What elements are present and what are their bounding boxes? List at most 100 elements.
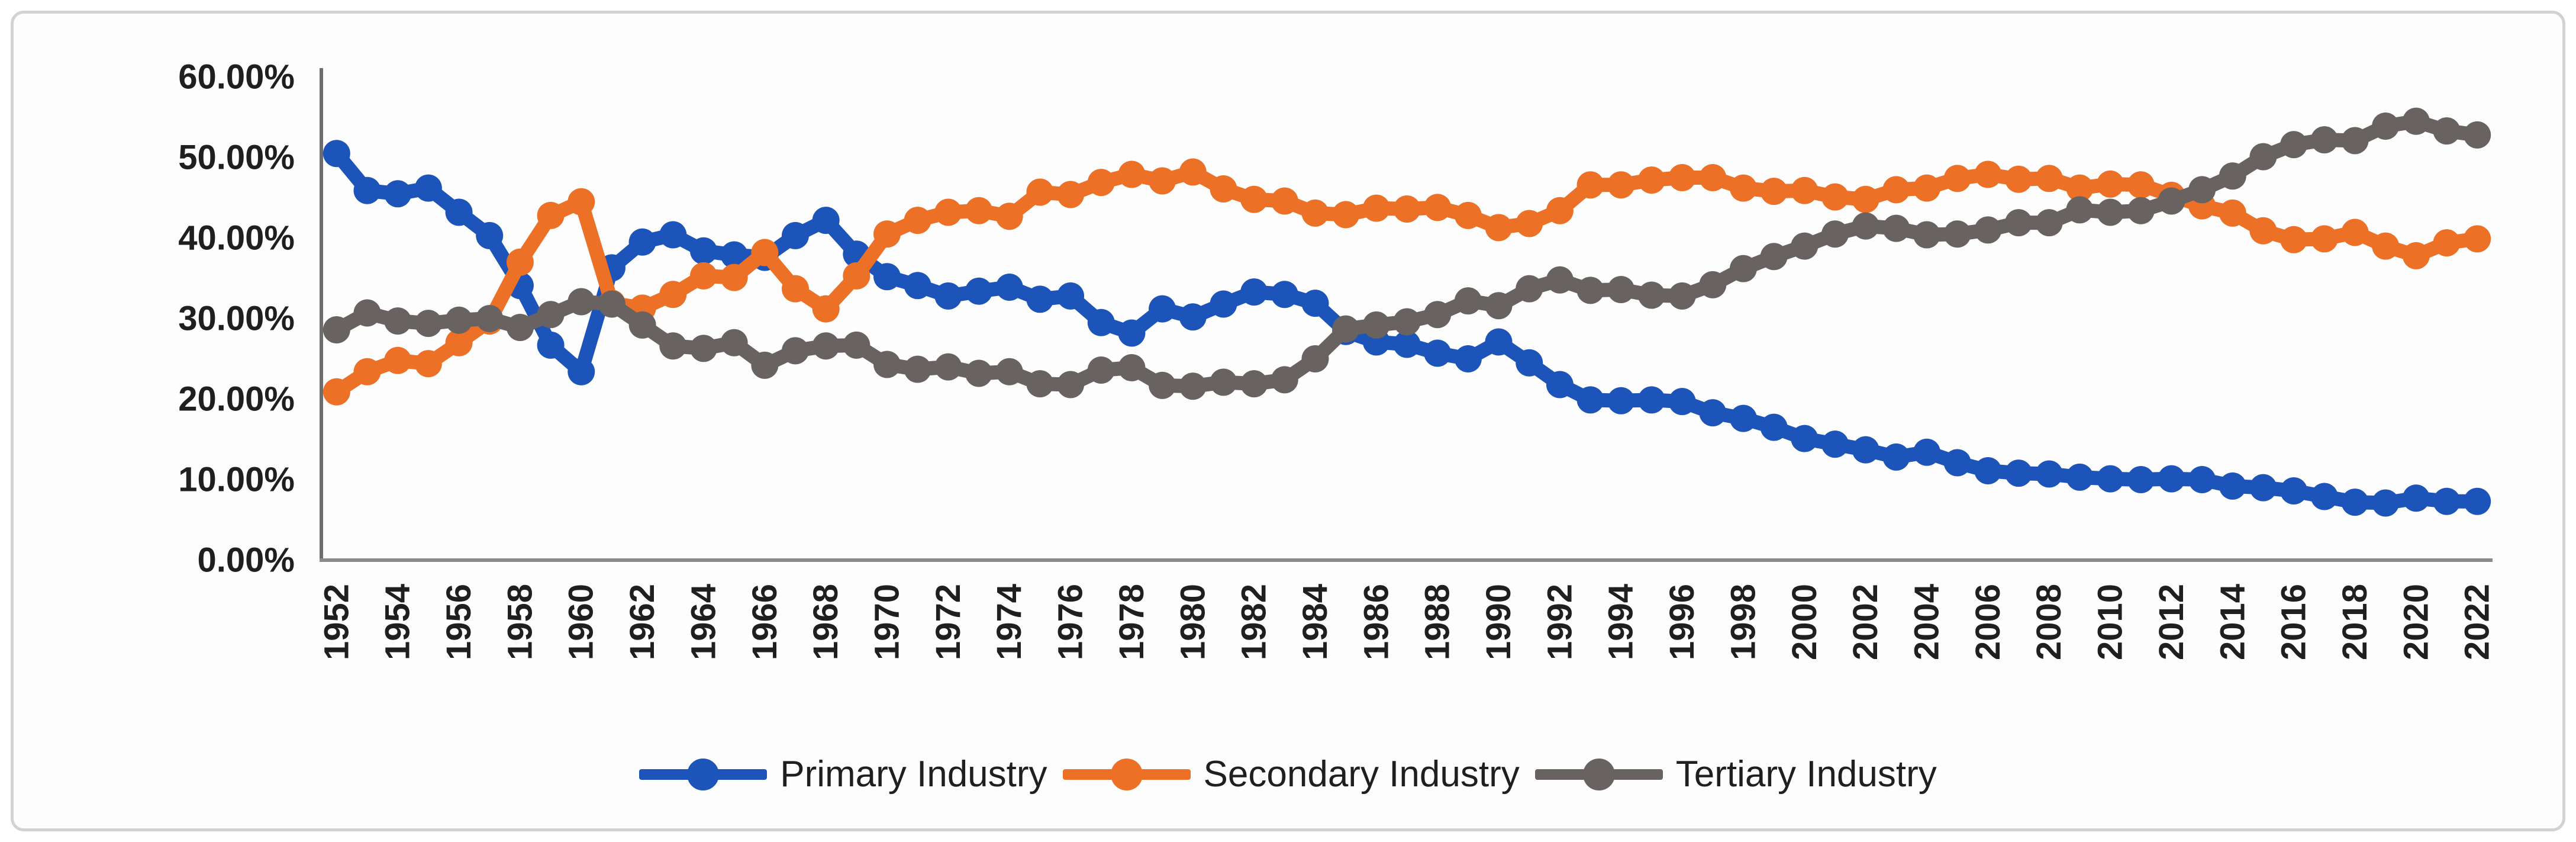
data-point-marker bbox=[2341, 218, 2369, 246]
x-tick-label: 2006 bbox=[1969, 584, 2007, 660]
x-tick-label: 1958 bbox=[501, 584, 539, 660]
data-point-marker bbox=[2280, 226, 2308, 253]
data-point-marker bbox=[2127, 197, 2155, 224]
data-point-marker bbox=[873, 351, 901, 378]
data-point-marker bbox=[1821, 430, 1849, 458]
data-point-marker bbox=[2249, 474, 2277, 502]
data-point-marker bbox=[873, 220, 901, 248]
data-point-marker bbox=[384, 180, 412, 208]
data-point-marker bbox=[720, 263, 748, 291]
data-point-marker bbox=[628, 311, 656, 339]
data-point-marker bbox=[1791, 425, 1819, 452]
data-point-marker bbox=[1943, 220, 1971, 248]
data-point-marker bbox=[476, 305, 504, 332]
data-point-marker bbox=[1210, 175, 1237, 203]
data-point-marker bbox=[995, 358, 1023, 385]
data-point-marker bbox=[1332, 315, 1360, 343]
data-point-marker bbox=[1974, 457, 2002, 485]
data-point-marker bbox=[751, 239, 779, 266]
data-point-marker bbox=[1057, 371, 1085, 398]
data-point-marker bbox=[2066, 196, 2094, 224]
data-point-marker bbox=[659, 332, 687, 360]
data-point-marker bbox=[1240, 370, 1268, 398]
data-point-marker bbox=[1943, 165, 1971, 192]
y-tick-label: 50.00% bbox=[178, 139, 295, 177]
data-point-marker bbox=[781, 275, 809, 303]
data-point-marker bbox=[1607, 171, 1635, 199]
x-tick-label: 2014 bbox=[2213, 584, 2252, 660]
data-point-marker bbox=[353, 176, 381, 204]
chart-legend: Primary Industry Secondary Industry Tert… bbox=[0, 753, 2576, 795]
data-point-marker bbox=[2402, 242, 2430, 269]
data-point-marker bbox=[1637, 386, 1665, 414]
data-point-marker bbox=[1546, 371, 1574, 398]
data-point-marker bbox=[1149, 371, 1176, 399]
data-point-marker bbox=[2341, 127, 2369, 155]
data-point-marker bbox=[323, 316, 350, 344]
data-point-marker bbox=[414, 350, 442, 378]
data-point-marker bbox=[1699, 399, 1727, 427]
data-point-marker bbox=[2097, 198, 2124, 226]
data-point-marker bbox=[904, 272, 931, 300]
data-point-marker bbox=[812, 332, 840, 360]
data-point-marker bbox=[1852, 436, 1879, 464]
x-tick-label: 2000 bbox=[1785, 584, 1824, 660]
legend-label-secondary: Secondary Industry bbox=[1203, 754, 1520, 795]
data-point-marker bbox=[1210, 290, 1237, 318]
data-point-marker bbox=[598, 290, 626, 318]
data-point-marker bbox=[1546, 197, 1574, 224]
legend-dot-primary bbox=[687, 758, 720, 790]
data-point-marker bbox=[1943, 449, 1971, 477]
data-point-marker bbox=[1393, 308, 1421, 336]
data-point-marker bbox=[1791, 232, 1819, 260]
legend-item-tertiary-industry: Tertiary Industry bbox=[1534, 753, 1937, 795]
data-point-marker bbox=[720, 241, 748, 269]
data-point-marker bbox=[1760, 178, 1788, 205]
data-point-marker bbox=[1607, 387, 1635, 414]
data-point-marker bbox=[2127, 171, 2155, 199]
data-point-marker bbox=[1271, 366, 1298, 394]
x-tick-label: 1990 bbox=[1479, 584, 1518, 660]
data-point-marker bbox=[2280, 477, 2308, 505]
y-tick-label: 0.00% bbox=[198, 541, 295, 580]
data-point-marker bbox=[659, 221, 687, 249]
data-point-marker bbox=[2402, 107, 2430, 135]
data-point-marker bbox=[628, 228, 656, 256]
data-point-marker bbox=[1393, 330, 1421, 358]
data-point-marker bbox=[2310, 225, 2338, 253]
data-point-marker bbox=[2372, 232, 2400, 260]
data-point-marker bbox=[1179, 372, 1207, 400]
data-point-marker bbox=[2249, 217, 2277, 245]
data-point-marker bbox=[2188, 466, 2216, 493]
data-point-marker bbox=[1699, 164, 1727, 191]
x-tick-label: 1964 bbox=[684, 584, 723, 660]
y-tick-label: 40.00% bbox=[178, 219, 295, 258]
data-point-marker bbox=[1546, 266, 1574, 294]
data-point-marker bbox=[1454, 345, 1482, 372]
data-point-marker bbox=[2372, 112, 2400, 140]
data-point-marker bbox=[1057, 282, 1085, 310]
x-tick-label: 1980 bbox=[1173, 584, 1212, 660]
x-tick-label: 1966 bbox=[746, 584, 784, 660]
data-point-marker bbox=[1913, 438, 1940, 466]
data-point-marker bbox=[1516, 275, 1543, 303]
data-point-marker bbox=[1576, 171, 1604, 199]
data-point-marker bbox=[2310, 126, 2338, 154]
data-point-marker bbox=[414, 310, 442, 338]
data-point-marker bbox=[873, 263, 901, 291]
data-point-marker bbox=[965, 359, 993, 387]
data-point-marker bbox=[476, 221, 504, 249]
y-tick-label: 10.00% bbox=[178, 461, 295, 499]
data-point-marker bbox=[537, 301, 565, 329]
data-point-marker bbox=[1974, 160, 2002, 188]
data-point-marker bbox=[1729, 255, 1757, 282]
data-point-marker bbox=[537, 331, 565, 359]
data-point-marker bbox=[1576, 386, 1604, 414]
y-tick-label: 60.00% bbox=[178, 58, 295, 97]
data-point-marker bbox=[2433, 487, 2461, 515]
data-point-marker bbox=[1913, 174, 1940, 202]
series-secondary-industry bbox=[323, 158, 2491, 406]
data-point-marker bbox=[1149, 167, 1176, 195]
legend-marker-secondary-icon bbox=[1062, 757, 1191, 792]
